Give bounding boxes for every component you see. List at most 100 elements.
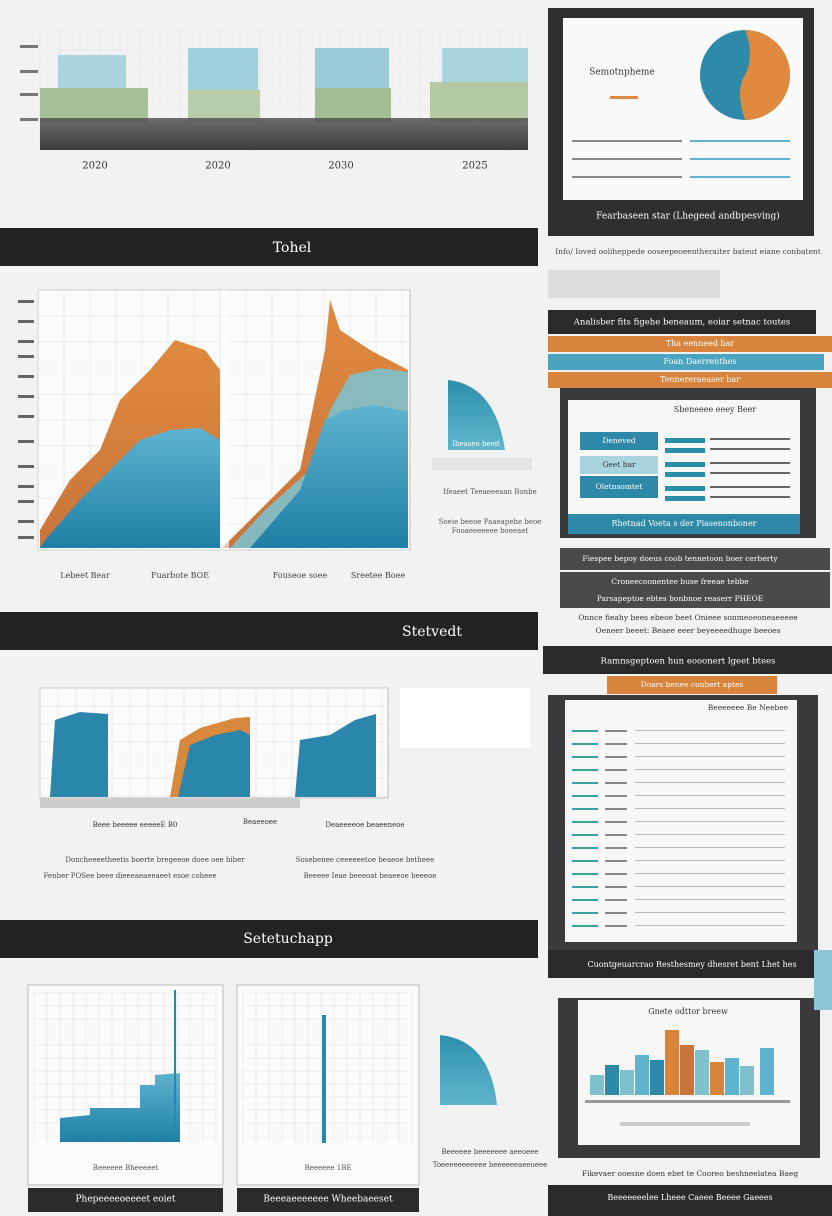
spike [174, 990, 176, 1140]
line [635, 769, 785, 770]
tick [18, 355, 34, 358]
gap [221, 290, 229, 550]
label: Doars benee conbert aptes [641, 680, 744, 689]
tick [20, 45, 38, 48]
line [710, 496, 790, 498]
label: Tha eenneed bar [666, 339, 735, 348]
line [605, 782, 627, 784]
label: Fearbaseen star (Lhegeed andbpesving) [596, 211, 780, 222]
line [690, 140, 790, 142]
area [295, 714, 376, 797]
line [572, 821, 598, 823]
label: Analisber fits figehe beneaum, eoiar set… [573, 318, 791, 328]
note: Beeeee Ieae beeeoat beaeeoe beeeoe [304, 872, 437, 880]
row-bar [548, 336, 832, 352]
line [710, 448, 790, 450]
line [635, 925, 785, 926]
line [605, 821, 627, 823]
line [635, 899, 785, 900]
line [572, 769, 598, 771]
button-label: Geet bar [602, 460, 636, 469]
row-bar [548, 354, 824, 370]
tick [18, 320, 34, 323]
line [605, 743, 627, 745]
tick [18, 300, 34, 303]
line [585, 1100, 790, 1103]
note: Doncheeeetheetis boerte bregeeoe doee oe… [65, 856, 245, 864]
accent [610, 96, 638, 99]
x-tick-label: Lebeet Bear [60, 571, 110, 580]
label: Sbeneeee eeey Beer [674, 405, 757, 414]
bar [442, 48, 528, 82]
line [605, 847, 627, 849]
x-tick-label: 2025 [462, 161, 487, 172]
button-label: Deneved [602, 436, 635, 445]
line [635, 808, 785, 809]
line [572, 795, 598, 797]
note: Fenber POSee beee dieeeaeaeeaeet esoe co… [43, 872, 216, 880]
bar [725, 1058, 739, 1095]
line [605, 899, 627, 901]
tick [18, 440, 34, 443]
button[interactable] [580, 432, 658, 450]
line [635, 912, 785, 913]
line [572, 158, 682, 160]
line [635, 821, 785, 822]
label: Beaeeoee [243, 818, 277, 826]
chart-frame [236, 984, 420, 1186]
footer-bar [568, 514, 800, 534]
tick [20, 118, 38, 121]
banner [0, 612, 538, 650]
line [665, 486, 705, 491]
tick [18, 465, 34, 468]
label: Rhetnad Voeta s der Piasenonboner [611, 519, 756, 528]
banner-title: Tohel [273, 240, 312, 256]
tick [18, 485, 34, 488]
note: Fikevaer ooesne doen ebet te Cooreo besh… [582, 1169, 798, 1178]
line [605, 886, 627, 888]
footer-bar [28, 1188, 223, 1212]
line [635, 847, 785, 848]
panel [400, 688, 530, 748]
note: Toeeeeeeeeeee beeeeeeaeeoeee [433, 1161, 548, 1169]
bar [40, 88, 148, 122]
line [635, 860, 785, 861]
line [572, 860, 598, 862]
tick [20, 93, 38, 96]
note: Sosebenee ceeeeeetoe beaeoe betheee [296, 856, 434, 864]
label: Croneecoonentee buse freeae tebbe [611, 577, 749, 586]
line [710, 438, 790, 440]
label: Beeeeee Bheeeeet [93, 1164, 159, 1172]
wedge [440, 1035, 497, 1105]
area [60, 1073, 180, 1142]
line [635, 756, 785, 757]
area [50, 712, 108, 797]
label: Semotnpheme [589, 68, 655, 78]
x-tick-label: Fuarbote BOE [151, 571, 209, 580]
line [572, 899, 598, 901]
label: Iheaseo beeit [452, 440, 500, 448]
note: Onnce fieahy bees ebeoe beet Onieee sonm… [578, 613, 798, 622]
tick [18, 536, 34, 539]
label: Deaeeeeoe beaeeneoe [325, 821, 404, 829]
banner-title: Setetuchapp [243, 931, 333, 947]
line [605, 808, 627, 810]
line [665, 496, 705, 501]
line [605, 730, 627, 732]
tick [18, 375, 34, 378]
bar [710, 1062, 724, 1095]
button[interactable] [580, 476, 658, 498]
line [635, 795, 785, 796]
note: Ifeaeet Teeaeeeaan Bonbe [443, 488, 537, 496]
bar [590, 1075, 604, 1095]
label: Cuontgeuarcrao Resthesmey dhesret bent L… [587, 960, 796, 969]
area [250, 405, 408, 548]
line [690, 158, 790, 160]
wedge [448, 380, 505, 450]
bar [620, 1070, 634, 1095]
button[interactable] [580, 456, 658, 474]
bar [635, 1055, 649, 1095]
line [605, 925, 627, 927]
line [572, 743, 598, 745]
bar [650, 1060, 664, 1095]
